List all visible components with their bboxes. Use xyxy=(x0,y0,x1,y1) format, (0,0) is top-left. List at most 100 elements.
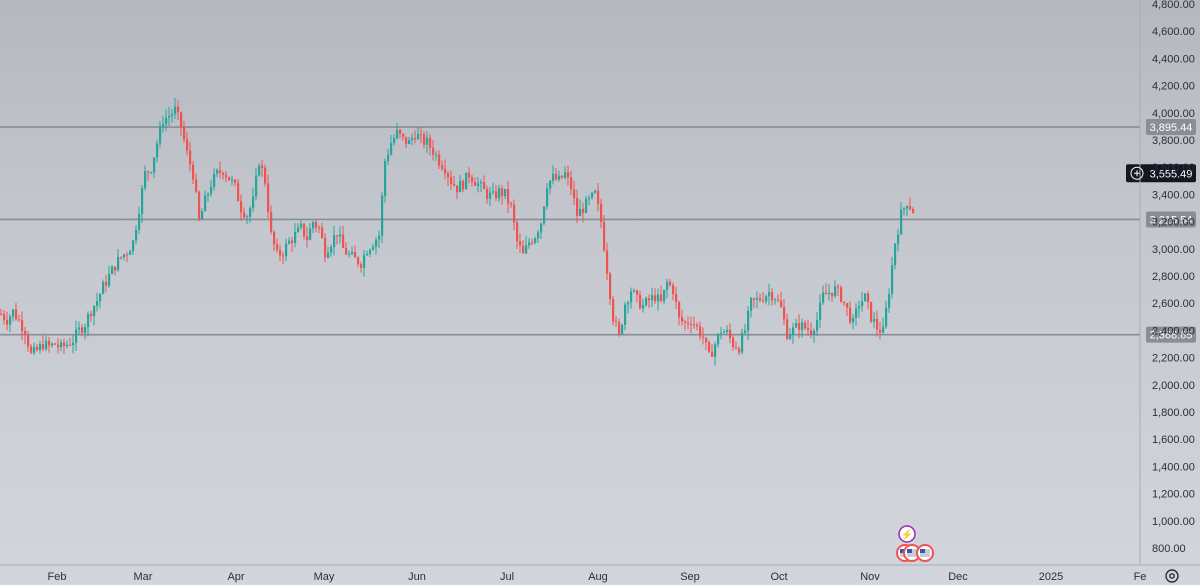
candle xyxy=(105,275,108,293)
candle xyxy=(294,223,297,248)
candle xyxy=(78,321,81,335)
candle xyxy=(441,160,444,172)
candle xyxy=(12,308,15,322)
candle xyxy=(555,167,558,181)
us-flag-event-icon[interactable] xyxy=(916,544,934,562)
candle xyxy=(756,291,759,309)
candle xyxy=(384,158,387,204)
candle xyxy=(426,131,429,153)
candle xyxy=(453,175,456,187)
candle xyxy=(267,174,270,219)
candle xyxy=(258,163,261,177)
candle xyxy=(153,157,156,179)
candle xyxy=(549,179,552,195)
candle xyxy=(654,288,657,304)
candle xyxy=(846,302,849,317)
candle xyxy=(885,300,888,329)
candle xyxy=(711,344,714,357)
candle xyxy=(765,294,768,305)
candle xyxy=(726,325,729,335)
candle xyxy=(567,165,570,186)
candle xyxy=(195,173,198,194)
x-tick-label: 2025 xyxy=(1039,571,1063,583)
candle xyxy=(912,207,915,214)
candle xyxy=(75,320,78,351)
candle xyxy=(48,336,51,353)
candle xyxy=(732,335,735,351)
candle xyxy=(591,191,594,200)
candle xyxy=(585,196,588,214)
candle xyxy=(141,184,144,223)
candle xyxy=(132,239,135,256)
candle xyxy=(186,131,189,156)
candle xyxy=(744,323,747,336)
candle xyxy=(462,179,465,193)
x-tick-label: Apr xyxy=(227,571,244,583)
candle xyxy=(564,166,567,180)
candle xyxy=(432,140,435,161)
candle xyxy=(279,244,282,261)
candle xyxy=(192,160,195,184)
candle xyxy=(819,294,822,329)
svg-text:3,215.54: 3,215.54 xyxy=(1150,214,1193,226)
candle xyxy=(627,300,630,314)
candle xyxy=(672,282,675,301)
candle xyxy=(696,322,699,331)
candle xyxy=(225,171,228,182)
y-tick-label: 4,600.00 xyxy=(1152,26,1195,38)
candle xyxy=(822,285,825,305)
candle xyxy=(309,223,312,241)
x-tick-label: Dec xyxy=(948,571,968,583)
y-tick-label: 3,400.00 xyxy=(1152,189,1195,201)
candle xyxy=(486,185,489,204)
add-alert-icon[interactable] xyxy=(1130,166,1144,180)
candle xyxy=(60,339,63,352)
y-tick-label: 2,800.00 xyxy=(1152,271,1195,283)
y-tick-label: 2,600.00 xyxy=(1152,298,1195,310)
candle xyxy=(204,190,207,212)
candle xyxy=(120,256,123,260)
candle xyxy=(201,208,204,220)
last-price-label[interactable]: 3,555.49 xyxy=(1126,164,1196,183)
candle xyxy=(561,175,564,179)
candle xyxy=(852,314,855,330)
candle xyxy=(351,246,354,256)
candle xyxy=(270,205,273,235)
candle xyxy=(507,181,510,213)
candle xyxy=(222,171,225,180)
candle xyxy=(855,303,858,326)
candle xyxy=(615,316,618,327)
candle xyxy=(99,292,102,309)
y-tick-label: 2,200.00 xyxy=(1152,353,1195,365)
candle xyxy=(69,337,72,347)
y-tick-label: 4,200.00 xyxy=(1152,81,1195,93)
candle xyxy=(372,243,375,251)
candle xyxy=(879,321,882,340)
candle xyxy=(801,318,804,338)
candle xyxy=(546,182,549,210)
candle xyxy=(633,288,636,293)
candle xyxy=(720,327,723,340)
candle xyxy=(552,164,555,185)
candle xyxy=(96,292,99,312)
settings-icon[interactable] xyxy=(1165,569,1179,583)
candle xyxy=(657,288,660,311)
candle xyxy=(174,97,177,120)
candle xyxy=(180,111,183,137)
candle xyxy=(243,207,246,220)
candle xyxy=(417,126,420,140)
candle xyxy=(891,256,894,299)
candle xyxy=(135,225,138,245)
candle xyxy=(123,253,126,261)
candles xyxy=(0,97,915,366)
candle xyxy=(273,230,276,252)
candle xyxy=(870,301,873,324)
candle xyxy=(330,244,333,257)
lightning-event-icon[interactable]: ⚡ xyxy=(898,525,916,543)
candle xyxy=(102,279,105,295)
candle xyxy=(459,174,462,193)
candle xyxy=(156,139,159,163)
candle xyxy=(603,214,606,252)
